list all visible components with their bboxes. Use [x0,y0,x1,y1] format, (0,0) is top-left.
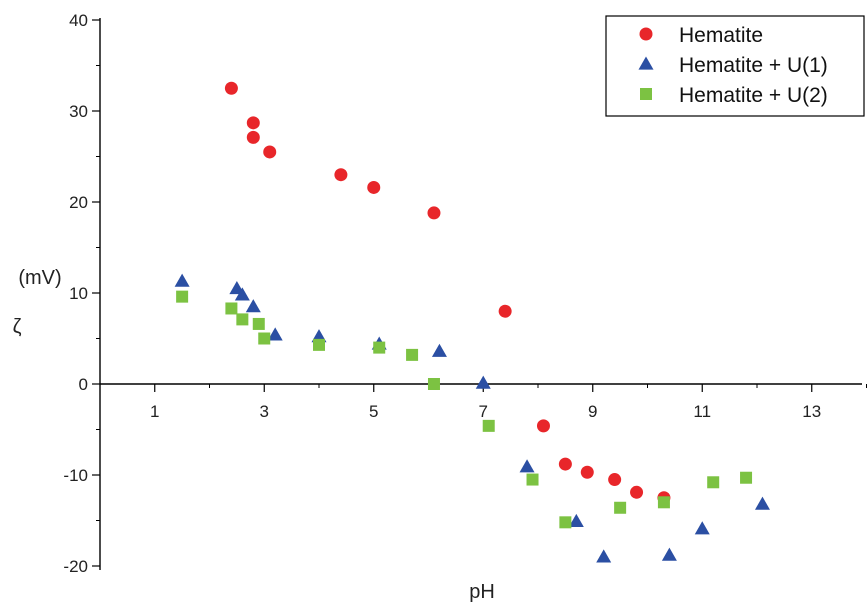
series-2 [174,273,770,563]
data-point [313,338,325,351]
data-point [252,317,265,330]
data-point [224,81,238,95]
y-tick-label: 30 [69,102,88,121]
legend-label: Hematite + U(2) [679,84,828,107]
data-point [559,516,572,529]
series-1 [224,81,671,505]
data-point [334,168,348,182]
data-point [234,287,250,301]
y-tick-label: 10 [69,284,88,303]
x-tick-label: 1 [150,402,159,421]
data-point [263,145,277,159]
data-point [367,180,381,194]
y-tick-label: 20 [69,193,88,212]
data-point [580,465,594,479]
data-point [614,501,627,514]
data-points [174,81,770,563]
data-point [427,378,440,390]
data-point [482,419,495,432]
x-tick-label: 9 [588,402,597,421]
data-point [225,302,238,315]
y-tick-label: 40 [69,11,88,30]
y-axis-symbol: ζ [13,316,22,338]
data-point [568,513,584,528]
series-3 [176,290,753,529]
y-tick-label: -20 [63,557,88,576]
x-axis-label: pH [469,581,495,602]
y-tick-label: 0 [79,375,88,394]
data-point [707,476,720,489]
x-tick-label: 7 [479,402,488,421]
data-point [558,457,572,471]
legend-marker [639,27,653,41]
data-point [245,299,261,313]
data-point [657,496,670,509]
x-tick-label: 11 [693,402,711,421]
data-point [431,343,447,357]
data-point [427,206,441,220]
data-point [236,313,249,326]
y-tick-label: -10 [63,466,88,485]
legend-marker [640,88,652,100]
data-point [526,473,539,486]
legend: Hematite Hematite + U(1) Hematite + U(2) [605,15,865,117]
legend-label: Hematite [679,24,763,47]
legend-marker [638,56,654,70]
y-axis-label: (mV) [18,267,61,289]
data-point [267,327,283,341]
data-point [373,341,386,354]
data-point [608,473,622,487]
data-point [498,304,512,318]
data-point [246,130,260,144]
data-point [519,459,535,473]
data-point [536,419,550,433]
x-tick-label: 5 [369,402,378,421]
data-point [754,496,770,510]
x-tick-label: 3 [260,402,269,421]
data-point [694,521,710,535]
x-tick-label: 13 [802,402,821,421]
data-point [630,485,644,499]
data-point [406,348,419,361]
data-point [174,273,190,287]
data-point [176,290,189,303]
legend-label: Hematite + U(1) [679,54,828,77]
data-point [740,471,753,484]
data-point [661,547,677,561]
data-point [475,375,491,389]
data-point [596,549,612,563]
data-point [258,332,271,345]
data-point [246,116,260,130]
